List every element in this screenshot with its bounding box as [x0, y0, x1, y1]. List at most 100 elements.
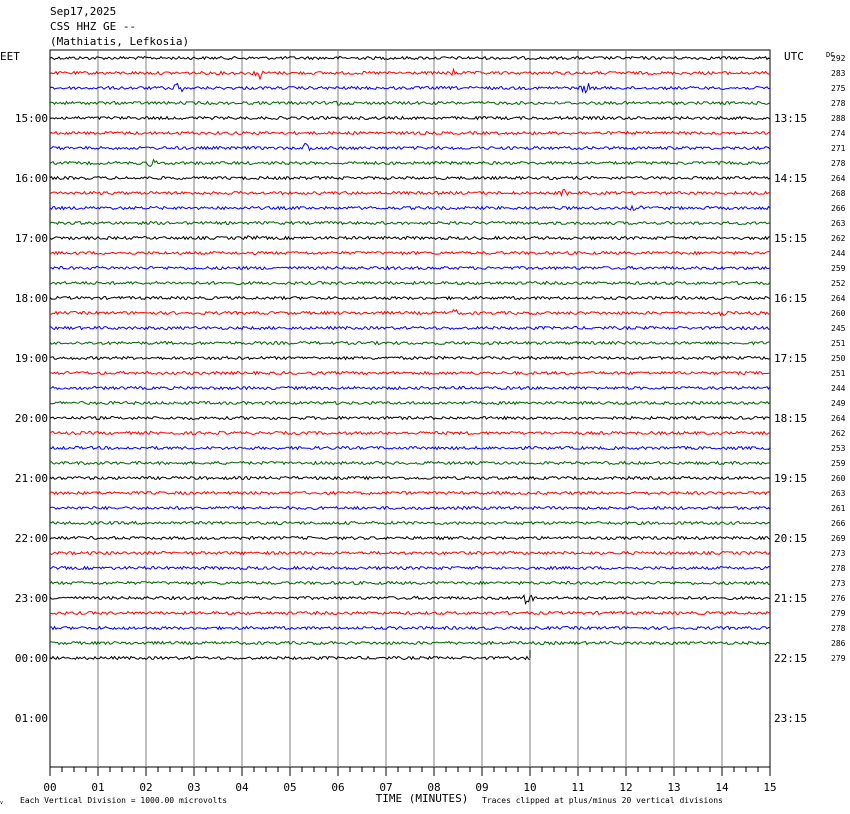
trace-line [49, 325, 771, 331]
trace-line [49, 445, 771, 451]
x-tick-label: 01 [91, 781, 104, 794]
trace-line [49, 460, 770, 466]
x-tick-label: 06 [331, 781, 344, 794]
dc-offset-label: 251 [831, 369, 846, 378]
trace-line [49, 340, 770, 346]
dc-offset-label: 244 [831, 384, 846, 393]
left-hour-label: 23:00 [15, 592, 48, 605]
dc-offset-label: 278 [831, 99, 846, 108]
dc-offset-label: 245 [831, 324, 846, 333]
dc-offset-label: 274 [831, 129, 846, 138]
trace-line [49, 594, 771, 605]
x-tick-label: 12 [619, 781, 632, 794]
trace-line [49, 280, 771, 286]
left-hour-label: 21:00 [15, 472, 48, 485]
trace-line [49, 235, 771, 241]
trace-line [49, 130, 771, 136]
dc-offset-label: 288 [831, 114, 846, 123]
trace-line [49, 265, 771, 271]
right-hour-label: 14:15 [774, 172, 807, 185]
dc-offset-label: 278 [831, 564, 846, 573]
x-tick-label: 05 [283, 781, 296, 794]
dc-offset-label: 244 [831, 249, 846, 258]
right-hour-label: 22:15 [774, 652, 807, 665]
right-hour-label: 20:15 [774, 532, 807, 545]
trace-line [49, 550, 771, 556]
x-tick-label: 11 [571, 781, 584, 794]
trace-line [49, 415, 771, 421]
trace-line [49, 308, 771, 317]
dc-offset-label: 266 [831, 519, 846, 528]
left-hour-label: 18:00 [15, 292, 48, 305]
dc-offset-label: 251 [831, 339, 846, 348]
trace-line [50, 625, 771, 631]
dc-offset-label: 279 [831, 609, 846, 618]
trace-line [49, 55, 771, 61]
dc-offset-label: 260 [831, 309, 846, 318]
dc-offset-label: 292 [831, 54, 846, 63]
left-hour-label: 20:00 [15, 412, 48, 425]
dc-offset-label: 261 [831, 504, 846, 513]
trace-line [49, 505, 771, 511]
date-label: Sep17,2025 [50, 5, 117, 18]
x-tick-label: 14 [715, 781, 729, 794]
right-hour-label: 19:15 [774, 472, 807, 485]
trace-line [49, 640, 771, 646]
station-label: CSS HHZ GE -- [50, 20, 137, 33]
right-zone-label: UTC [784, 50, 804, 63]
dc-offset-label: 279 [831, 654, 846, 663]
dc-offset-label: 253 [831, 444, 846, 453]
trace-line [49, 82, 771, 94]
trace-line [49, 385, 771, 391]
left-hour-label: 16:00 [15, 172, 48, 185]
x-tick-label: 03 [187, 781, 200, 794]
dc-offset-label: 264 [831, 414, 846, 423]
dc-offset-label: 262 [831, 429, 846, 438]
trace-line [49, 250, 771, 256]
dc-offset-label: 283 [831, 69, 846, 78]
corner-mark: v [0, 800, 3, 806]
trace-line [49, 355, 771, 361]
footer-clip-note: Traces clipped at plus/minus 20 vertical… [482, 796, 723, 805]
dc-offset-label: 262 [831, 234, 846, 243]
right-hour-label: 17:15 [774, 352, 807, 365]
trace-line [49, 204, 771, 211]
x-tick-label: 04 [235, 781, 249, 794]
dc-header-label: DC [826, 51, 834, 59]
right-hour-label: 21:15 [774, 592, 807, 605]
trace-line [49, 655, 531, 661]
left-hour-label: 01:00 [15, 712, 48, 725]
left-hour-label: 00:00 [15, 652, 48, 665]
x-tick-label: 10 [523, 781, 536, 794]
dc-offset-label: 278 [831, 624, 846, 633]
x-tick-label: 02 [139, 781, 152, 794]
x-tick-label: 09 [475, 781, 488, 794]
dc-offset-label: 278 [831, 159, 846, 168]
location-label: (Mathiatis, Lefkosia) [50, 35, 190, 48]
dc-offset-label: 268 [831, 189, 846, 198]
right-hour-label: 16:15 [774, 292, 807, 305]
trace-line [49, 295, 771, 301]
dc-offset-label: 264 [831, 294, 846, 303]
trace-line [49, 610, 771, 616]
x-tick-label: 08 [427, 781, 440, 794]
x-axis-title: TIME (MINUTES) [376, 792, 469, 805]
dc-offset-label: 259 [831, 459, 846, 468]
dc-offset-label: 286 [831, 639, 846, 648]
trace-line [49, 175, 771, 181]
dc-offset-label: 273 [831, 579, 846, 588]
trace-line [49, 142, 771, 152]
left-hour-label: 15:00 [15, 112, 48, 125]
footer-scale-note: Each Vertical Division = 1000.00 microvo… [20, 796, 228, 805]
dc-offset-label: 249 [831, 399, 846, 408]
trace-line [49, 188, 771, 198]
trace-line [49, 565, 771, 571]
right-hour-label: 18:15 [774, 412, 807, 425]
trace-line [49, 67, 771, 81]
trace-line [49, 475, 771, 481]
trace-line [49, 580, 770, 586]
trace-line [49, 220, 771, 226]
left-hour-label: 22:00 [15, 532, 48, 545]
trace-line [49, 370, 771, 376]
